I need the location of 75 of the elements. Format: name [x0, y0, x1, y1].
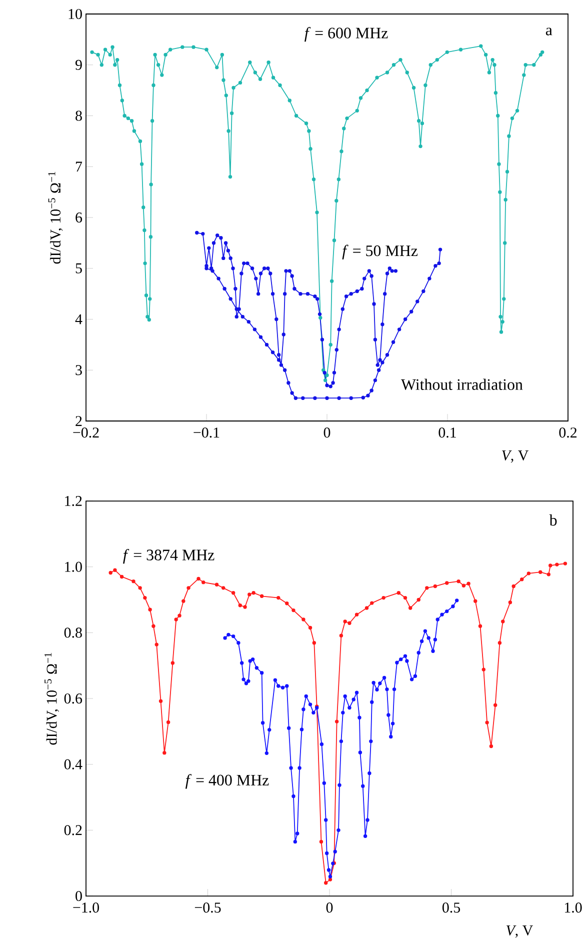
y-axis-title: dI/dV, 10$^{−5}$ Ω$^{−1}$: [48, 172, 63, 264]
point: [290, 391, 294, 395]
point: [392, 340, 396, 344]
point: [301, 396, 305, 400]
x-axis-title: V, V: [502, 450, 529, 463]
point: [361, 396, 366, 400]
point: [265, 342, 269, 347]
point: [337, 396, 342, 400]
y-tick-label: 2: [76, 416, 82, 426]
point: [377, 368, 381, 372]
y-tick-label: 9: [76, 60, 82, 70]
point: [247, 320, 251, 324]
point: [438, 248, 442, 252]
point: [434, 264, 438, 268]
y-tick-label: 8: [76, 110, 82, 121]
y-tick-label: 6: [76, 212, 82, 223]
series-label: Without irradiation: [401, 378, 523, 390]
point: [437, 261, 442, 266]
point: [228, 297, 233, 301]
x-tick-label: 0: [326, 902, 333, 913]
point: [380, 360, 384, 364]
y-tick-label: 4: [75, 314, 82, 324]
series-label: f = 3874 MHz: [123, 549, 214, 564]
point: [404, 317, 408, 322]
x-tick-label: −0.1: [194, 428, 220, 438]
y-tick-label: 0.6: [64, 693, 82, 704]
point: [210, 269, 215, 273]
point: [325, 396, 330, 400]
point: [286, 381, 290, 385]
point: [416, 300, 420, 304]
point: [259, 335, 263, 339]
point: [253, 328, 257, 332]
y-tick-label: 5: [76, 263, 82, 274]
y-tick-label: 1.0: [65, 562, 82, 572]
x-tick-label: 1.0: [565, 902, 582, 913]
y-tick-label: 10: [69, 8, 82, 20]
y-tick-label: 0: [76, 890, 82, 902]
point: [216, 276, 221, 280]
point: [386, 353, 390, 357]
point: [422, 289, 426, 294]
y-tick-label: 0.8: [64, 628, 82, 638]
y-tick-label: 1.2: [65, 496, 82, 506]
y-axis-title: dI/dV, 10$^{−5}$ Ω$^{−1}$: [44, 652, 60, 745]
point: [222, 286, 227, 291]
x-tick-label: 0.5: [442, 902, 460, 913]
series-label: f = 400 MHz: [186, 774, 269, 789]
x-tick-label: −0.2: [73, 428, 99, 438]
point: [374, 378, 378, 382]
annotation: a: [546, 28, 552, 36]
y-tick-label: 0.2: [64, 825, 82, 836]
point: [410, 310, 414, 314]
point: [294, 396, 298, 400]
x-axis-title: V, V: [506, 926, 534, 938]
x-tick-label: 0.1: [438, 428, 456, 438]
x-tick-label: −0.5: [195, 902, 221, 913]
point: [283, 368, 287, 372]
x-tick-label: 0.2: [559, 428, 577, 438]
annotation: b: [550, 514, 557, 526]
y-tick-label: 0.4: [64, 759, 82, 770]
point: [398, 328, 402, 332]
point: [370, 388, 374, 392]
point: [349, 396, 354, 400]
point: [366, 394, 370, 398]
point: [204, 266, 209, 270]
x-tick-label: 0: [324, 428, 330, 438]
point: [271, 350, 275, 354]
point: [313, 396, 317, 400]
point: [240, 314, 245, 319]
series-label: f = 600 MHz: [304, 27, 388, 42]
point: [428, 276, 432, 280]
series-label: f = 50 MHz: [342, 244, 418, 260]
point: [277, 358, 281, 362]
y-tick-label: 3: [76, 365, 82, 376]
x-tick-label: −1.0: [73, 902, 100, 913]
y-tick-label: 7: [76, 162, 82, 172]
